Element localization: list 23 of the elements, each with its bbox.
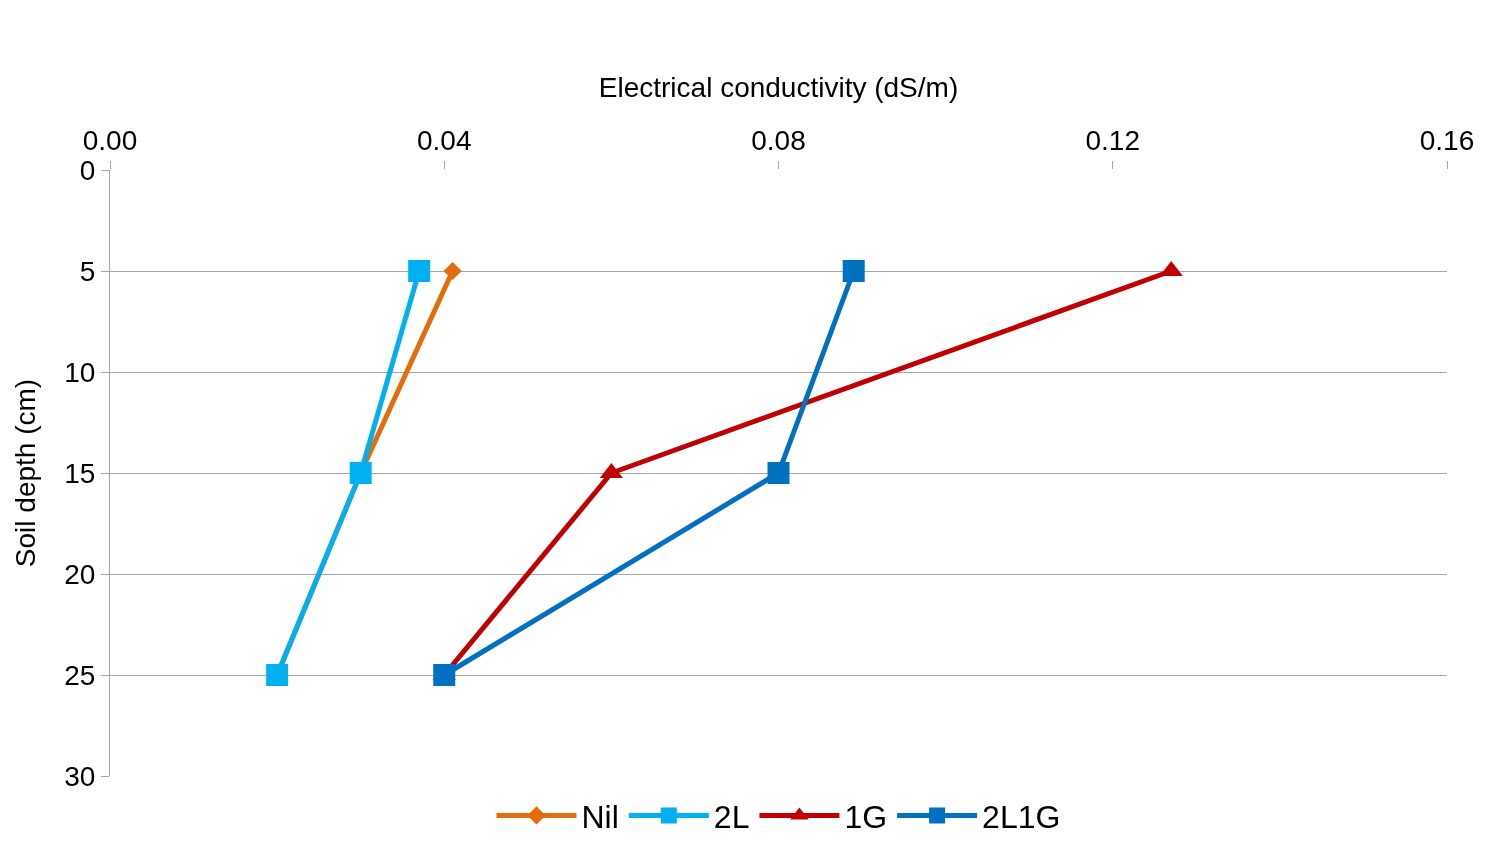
- legend-label: Nil: [581, 798, 619, 835]
- y-tick-label: 25: [64, 659, 96, 691]
- x-tick-label: 0.08: [751, 124, 806, 156]
- legend-label: 2L1G: [982, 798, 1061, 835]
- point: [433, 664, 456, 686]
- x-tick-label: 0.00: [82, 124, 138, 156]
- x-axis-title: Electrical conductivity (dS/m): [598, 72, 959, 104]
- x-tick-label: 0.16: [1419, 124, 1475, 156]
- x-tick-label: 0.12: [1085, 124, 1140, 156]
- y-tick-label: 30: [64, 760, 96, 792]
- y-tick-label: 5: [79, 255, 96, 287]
- y-tick-label: 10: [64, 356, 96, 388]
- y-tick-label: 20: [64, 558, 96, 590]
- point: [443, 261, 462, 281]
- y-axis-title: Soil depth (cm): [9, 378, 41, 568]
- point: [842, 260, 865, 282]
- point: [408, 260, 431, 282]
- legend-label: 1G: [844, 798, 888, 835]
- y-tick-label: 15: [64, 457, 96, 489]
- y-tick-label: 0: [79, 154, 96, 186]
- legend-label: 2L: [713, 798, 750, 835]
- point: [767, 462, 790, 484]
- x-tick-label: 0.04: [417, 124, 472, 156]
